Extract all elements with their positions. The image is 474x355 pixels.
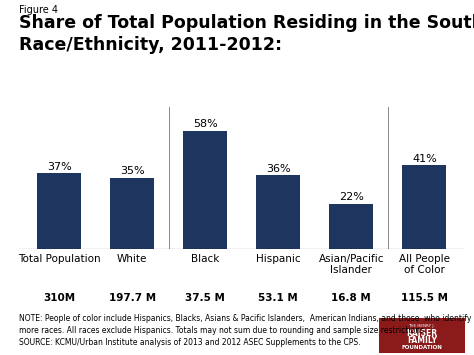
- Bar: [37, 174, 81, 248]
- Text: Hispanic: Hispanic: [256, 254, 301, 264]
- Text: THE HENRY J.: THE HENRY J.: [409, 323, 435, 328]
- Text: 16.8 M: 16.8 M: [331, 293, 371, 303]
- Text: 53.1 M: 53.1 M: [258, 293, 298, 303]
- Text: Asian/Pacific
Islander: Asian/Pacific Islander: [319, 254, 384, 275]
- Bar: [402, 165, 446, 248]
- Text: FAMILY: FAMILY: [407, 336, 437, 345]
- Text: White: White: [117, 254, 147, 264]
- Text: more races. All races exclude Hispanics. Totals may not sum due to rounding and : more races. All races exclude Hispanics.…: [19, 326, 427, 335]
- Text: Figure 4: Figure 4: [19, 5, 58, 15]
- Text: 41%: 41%: [412, 154, 437, 164]
- Text: 197.7 M: 197.7 M: [109, 293, 156, 303]
- Bar: [110, 178, 154, 248]
- Text: 310M: 310M: [43, 293, 75, 303]
- Bar: [183, 131, 227, 248]
- Text: SOURCE: KCMU/Urban Institute analysis of 2013 and 2012 ASEC Supplements to the C: SOURCE: KCMU/Urban Institute analysis of…: [19, 338, 360, 346]
- Text: FOUNDATION: FOUNDATION: [401, 345, 442, 350]
- Bar: [329, 204, 373, 248]
- Text: 35%: 35%: [120, 166, 145, 176]
- Text: 58%: 58%: [193, 119, 218, 129]
- Text: KAISER: KAISER: [406, 329, 438, 338]
- Text: NOTE: People of color include Hispanics, Blacks, Asians & Pacific Islanders,  Am: NOTE: People of color include Hispanics,…: [19, 314, 474, 323]
- Text: 37%: 37%: [47, 162, 72, 172]
- Text: 115.5 M: 115.5 M: [401, 293, 448, 303]
- Text: All People
of Color: All People of Color: [399, 254, 450, 275]
- Text: Total Population: Total Population: [18, 254, 100, 264]
- Text: Black: Black: [191, 254, 219, 264]
- Text: Share of Total Population Residing in the South by
Race/Ethnicity, 2011-2012:: Share of Total Population Residing in th…: [19, 14, 474, 54]
- Text: 22%: 22%: [339, 192, 364, 202]
- Bar: [256, 175, 300, 248]
- Text: 37.5 M: 37.5 M: [185, 293, 225, 303]
- Text: 36%: 36%: [266, 164, 291, 174]
